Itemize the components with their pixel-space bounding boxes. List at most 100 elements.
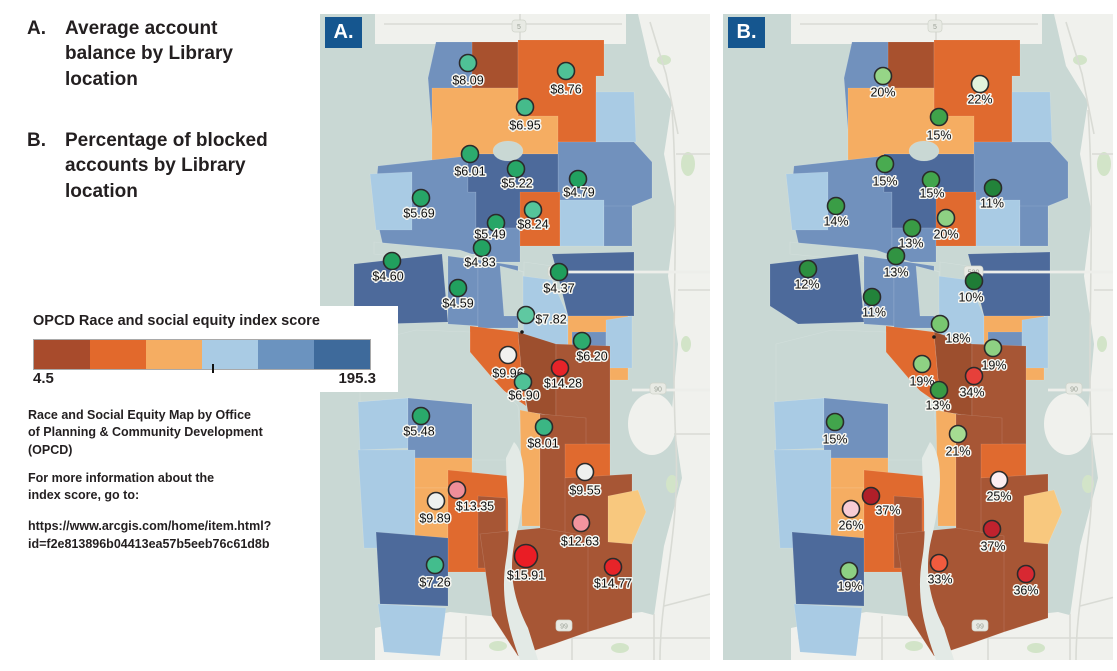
legend-min-value: 4.5 — [33, 370, 54, 387]
library-marker: $9.55 — [568, 462, 602, 499]
credits-more-info: For more information about the index sco… — [28, 470, 215, 502]
library-marker: $5.48 — [402, 406, 436, 440]
marker-value-label: 25% — [986, 490, 1011, 504]
marker-value-label: $6.01 — [454, 165, 485, 179]
panel-a-badge: A. — [325, 17, 362, 48]
marker-value-label: $9.89 — [419, 512, 450, 526]
marker-dot — [556, 61, 576, 81]
marker-dot — [516, 305, 536, 325]
legend-color-segment — [202, 340, 258, 369]
library-marker: $8.76 — [549, 61, 583, 98]
legend-color-segment — [146, 340, 202, 369]
marker-value-label: 15% — [926, 129, 951, 143]
marker-dot — [460, 144, 480, 164]
marker-value-label: 37% — [980, 540, 1005, 554]
marker-value-label: $8.09 — [452, 74, 483, 88]
marker-dot — [930, 314, 950, 334]
marker-dot — [515, 97, 535, 117]
legend-title: OPCD Race and social equity index score — [33, 313, 320, 329]
library-marker: 19% — [836, 561, 864, 595]
marker-value-label: $4.37 — [543, 282, 574, 296]
marker-value-label: $7.82 — [535, 313, 566, 327]
marker-dot — [929, 380, 949, 400]
library-marker: $4.37 — [542, 262, 576, 297]
caption-b-label: B. — [27, 130, 46, 151]
marker-value-label: 13% — [925, 399, 950, 413]
caption-a-text: Average account balance by Library locat… — [65, 18, 233, 90]
library-marker: $6.90 — [507, 372, 541, 404]
marker-value-label: 11% — [862, 306, 886, 320]
library-marker: 11% — [978, 178, 1006, 212]
blocked-percentage-markers-layer: 20% 22% 15% 15% 15% 11% 14% 20% 13% 13% 12% 10% 11% 1… — [793, 66, 1040, 599]
library-marker: $12.63 — [559, 513, 601, 550]
marker-value-label: $6.90 — [508, 389, 539, 403]
marker-dot — [549, 262, 569, 282]
marker-dot — [513, 372, 533, 392]
marker-dot — [426, 491, 446, 511]
marker-dot — [498, 345, 518, 365]
marker-value-label: $8.01 — [527, 437, 558, 451]
library-marker: $5.22 — [500, 159, 534, 192]
marker-value-label: $8.76 — [550, 83, 581, 97]
marker-value-label: 15% — [872, 175, 897, 189]
marker-value-label: $4.60 — [372, 270, 403, 284]
marker-value-label: $13.35 — [456, 500, 494, 514]
map-panel-a: $8.09 $8.76 $6.95 $6.01 $5.22 $4.79 $5.69 $8.24… — [320, 14, 710, 660]
marker-dot — [382, 251, 402, 271]
library-marker: 21% — [944, 424, 972, 460]
marker-dot — [523, 200, 543, 220]
library-marker: 19% — [908, 354, 936, 390]
map-panel-b: 20% 22% 15% 15% 15% 11% 14% 20% 13% 13% 12% 10% 11% 1… — [723, 14, 1113, 660]
library-marker: $14.28 — [542, 358, 584, 392]
marker-value-label: $14.77 — [594, 577, 632, 591]
caption-item-a: A. Average account balance by Library lo… — [27, 16, 233, 92]
tiny-map-dot — [932, 335, 936, 339]
library-marker: $4.83 — [463, 238, 497, 271]
marker-dot — [929, 107, 949, 127]
marker-value-label: $4.83 — [464, 256, 495, 270]
library-marker: $14.77 — [592, 557, 634, 592]
marker-value-label: 15% — [919, 187, 944, 201]
library-marker: 22% — [966, 74, 994, 108]
marker-value-label: 15% — [822, 433, 847, 447]
library-marker: 19% — [980, 338, 1008, 374]
credits-block: Race and Social Equity Map by Office of … — [28, 407, 318, 553]
library-marker: 13% — [882, 246, 910, 281]
marker-dot — [929, 553, 949, 573]
marker-dot — [983, 178, 1003, 198]
library-marker: 10% — [957, 271, 985, 306]
marker-value-label: $15.91 — [507, 569, 545, 583]
marker-dot — [568, 169, 588, 189]
library-marker: 25% — [985, 470, 1013, 505]
credits-url-link[interactable]: https://www.arcgis.com/home/item.html? i… — [28, 519, 272, 551]
library-marker: $5.69 — [402, 188, 436, 222]
marker-dot — [886, 246, 906, 266]
library-marker: 15% — [871, 154, 899, 190]
library-marker: $4.60 — [371, 251, 405, 285]
legend-bar — [33, 339, 371, 370]
marker-value-label: 10% — [958, 291, 983, 305]
marker-value-label: $14.28 — [544, 377, 582, 391]
library-marker: 12% — [793, 259, 821, 293]
marker-dot — [550, 358, 570, 378]
library-marker: $13.35 — [447, 480, 496, 515]
marker-value-label: 14% — [823, 215, 848, 229]
library-marker: $8.24 — [516, 200, 550, 233]
marker-value-label: 12% — [794, 278, 819, 292]
marker-dot — [472, 238, 492, 258]
caption-item-b: B. Percentage of blocked accounts by Lib… — [27, 128, 268, 204]
marker-value-label: 33% — [927, 573, 952, 587]
marker-dot — [912, 354, 932, 374]
marker-value-label: $6.20 — [576, 350, 607, 364]
library-marker: 15% — [918, 170, 946, 202]
library-marker: 13% — [924, 380, 952, 414]
marker-dot — [571, 513, 591, 533]
library-marker: $6.20 — [572, 331, 609, 365]
library-marker: $8.09 — [451, 53, 485, 89]
legend-tick-mark — [212, 364, 214, 373]
tiny-map-dot — [520, 330, 524, 334]
library-marker: $7.26 — [418, 555, 452, 591]
marker-dot — [826, 196, 846, 216]
marker-value-label: 26% — [838, 519, 863, 533]
marker-dot — [982, 519, 1002, 539]
